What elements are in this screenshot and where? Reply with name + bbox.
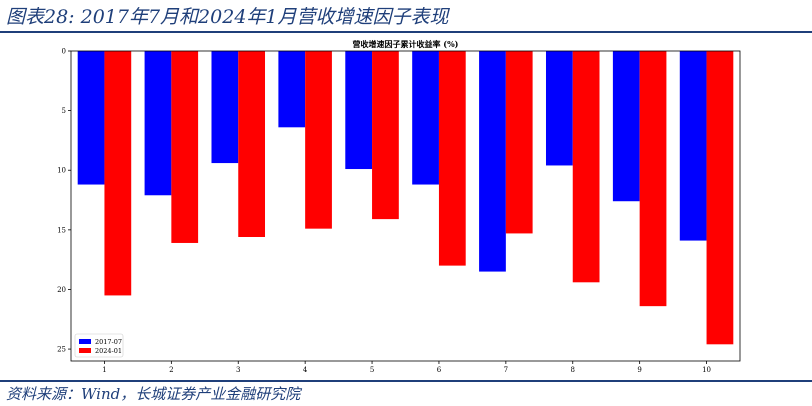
source-note: 资料来源：Wind，长城证券产业金融研究院 <box>6 385 301 403</box>
x-tick-label-1: 1 <box>102 366 106 374</box>
x-tick-label-9: 9 <box>637 366 641 374</box>
source-rule <box>0 380 812 382</box>
bar-2024-01-5 <box>372 51 399 220</box>
bar-2024-01-9 <box>639 51 667 307</box>
bar-2024-01-6 <box>438 51 466 266</box>
y-tick-label-15: 15 <box>57 226 66 234</box>
bar-2024-01-10 <box>706 51 734 345</box>
legend-label-2024-01: 2024-01 <box>95 347 122 355</box>
bar-2017-07-6 <box>412 51 439 185</box>
bar-2024-01-3 <box>238 51 266 237</box>
bar-2024-01-4 <box>305 51 332 229</box>
x-tick-label-8: 8 <box>571 366 575 374</box>
bar-2017-07-1 <box>77 51 105 185</box>
y-tick-label-5: 5 <box>62 107 66 115</box>
bar-2017-07-2 <box>144 51 172 196</box>
bar-2017-07-10 <box>679 51 707 241</box>
x-tick-label-3: 3 <box>236 366 240 374</box>
x-tick-label-6: 6 <box>437 366 442 374</box>
chart-title: 营收增速因子累计收益率 (%) <box>353 39 459 49</box>
title-rule <box>0 31 812 33</box>
y-tick-label-0: 0 <box>62 48 66 56</box>
bar-2017-07-7 <box>479 51 506 272</box>
bar-2024-01-8 <box>572 51 600 283</box>
bar-2017-07-9 <box>612 51 640 202</box>
figure-title: 图表28: 2017年7月和2024年1月营收增速因子表现 <box>6 6 449 28</box>
bar-2024-01-1 <box>104 51 132 296</box>
x-tick-label-7: 7 <box>504 366 508 374</box>
y-tick-label-25: 25 <box>57 346 66 354</box>
x-tick-label-4: 4 <box>303 366 308 374</box>
bar-2017-07-3 <box>211 51 239 164</box>
y-tick-label-10: 10 <box>57 167 66 175</box>
bar-2017-07-4 <box>278 51 306 128</box>
x-tick-label-5: 5 <box>370 366 374 374</box>
bar-2024-01-7 <box>505 51 533 234</box>
bar-2024-01-2 <box>171 51 199 243</box>
plot-frame <box>70 50 741 362</box>
legend-swatch-2024-01 <box>79 348 91 353</box>
legend-label-2017-07: 2017-07 <box>95 338 122 346</box>
legend-swatch-2017-07 <box>79 339 91 344</box>
x-tick-label-2: 2 <box>169 366 173 374</box>
y-tick-label-20: 20 <box>57 286 66 294</box>
bar-2017-07-5 <box>345 51 373 170</box>
bar-2017-07-8 <box>545 51 573 166</box>
x-tick-label-10: 10 <box>702 366 711 374</box>
